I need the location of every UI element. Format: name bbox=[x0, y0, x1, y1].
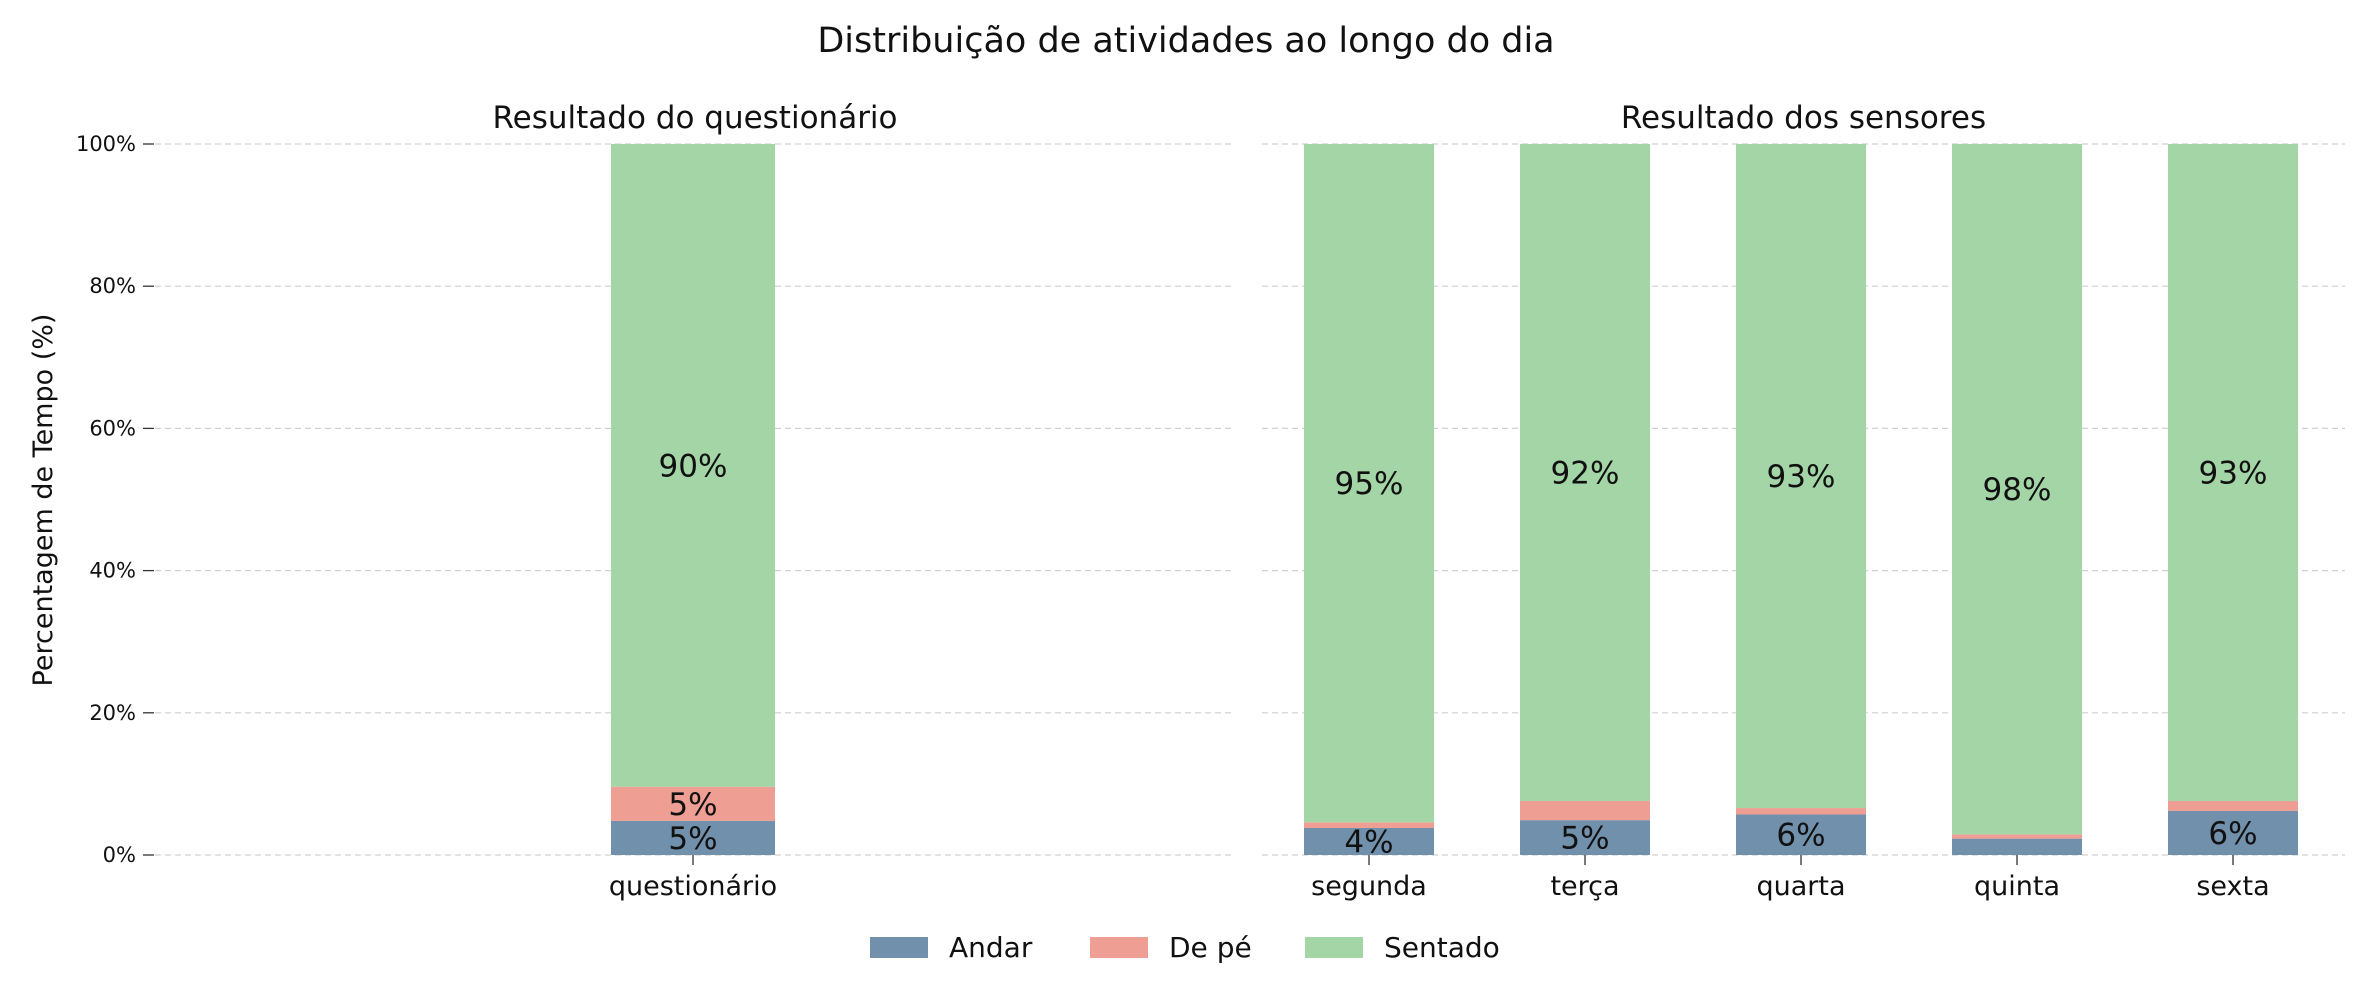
bar-segment-sentado bbox=[2168, 144, 2298, 801]
x-tick-label: sexta bbox=[2196, 871, 2269, 902]
legend-label: De pé bbox=[1169, 931, 1252, 964]
bar-segment-de-p- bbox=[1736, 808, 1866, 815]
data-label: 95% bbox=[1335, 466, 1404, 502]
data-label: 93% bbox=[1767, 459, 1836, 495]
data-label: 5% bbox=[668, 821, 717, 857]
legend-swatch bbox=[870, 937, 928, 958]
data-label: 6% bbox=[1776, 818, 1825, 854]
y-tick-label: 40% bbox=[89, 559, 136, 583]
bar-segment-de-p- bbox=[611, 786, 775, 821]
bar-segment-andar bbox=[2168, 810, 2298, 855]
bar-segment-de-p- bbox=[1304, 822, 1434, 828]
y-tick-label: 80% bbox=[89, 274, 136, 298]
bar-segment-andar bbox=[1952, 838, 2082, 855]
bar-segment-de-p- bbox=[1952, 834, 2082, 839]
bar-segment-de-p- bbox=[2168, 800, 2298, 811]
x-tick-label: questionário bbox=[609, 871, 777, 902]
data-label: 4% bbox=[1344, 824, 1393, 860]
bar-segment-andar bbox=[611, 820, 775, 855]
data-label: 6% bbox=[2208, 816, 2257, 852]
bar-segment-andar bbox=[1520, 820, 1650, 855]
bar-segment-andar bbox=[1304, 827, 1434, 855]
data-label: 5% bbox=[1560, 821, 1609, 857]
legend-swatch bbox=[1305, 937, 1363, 958]
bar-segment-sentado bbox=[1304, 144, 1434, 823]
data-label: 90% bbox=[659, 448, 728, 484]
y-tick-label: 100% bbox=[76, 132, 136, 156]
bar-segment-sentado bbox=[1952, 144, 2082, 835]
y-axis-label: Percentagem de Tempo (%) bbox=[28, 314, 59, 687]
bar-segment-sentado bbox=[1736, 144, 1866, 809]
y-tick-label: 0% bbox=[103, 843, 136, 867]
chart-title: Distribuição de atividades ao longo do d… bbox=[817, 21, 1554, 61]
x-tick-label: segunda bbox=[1311, 871, 1427, 902]
panel-title: Resultado dos sensores bbox=[1621, 100, 1986, 136]
legend-label: Sentado bbox=[1384, 931, 1500, 964]
panel-title: Resultado do questionário bbox=[492, 100, 897, 136]
bar-segment-de-p- bbox=[1520, 800, 1650, 821]
y-tick-label: 20% bbox=[89, 701, 136, 725]
legend-swatch bbox=[1090, 937, 1148, 958]
bar-segment-andar bbox=[1736, 814, 1866, 855]
x-tick-label: quinta bbox=[1974, 871, 2060, 902]
bar-segment-sentado bbox=[1520, 144, 1650, 801]
y-tick-label: 60% bbox=[89, 416, 136, 440]
bar-segment-sentado bbox=[611, 144, 775, 787]
data-label: 98% bbox=[1983, 472, 2052, 508]
data-label: 5% bbox=[668, 787, 717, 823]
x-tick-label: quarta bbox=[1756, 871, 1845, 902]
x-tick-label: terça bbox=[1550, 871, 1619, 902]
data-label: 93% bbox=[2199, 455, 2268, 491]
legend-label: Andar bbox=[949, 931, 1033, 964]
data-label: 92% bbox=[1551, 455, 1620, 491]
